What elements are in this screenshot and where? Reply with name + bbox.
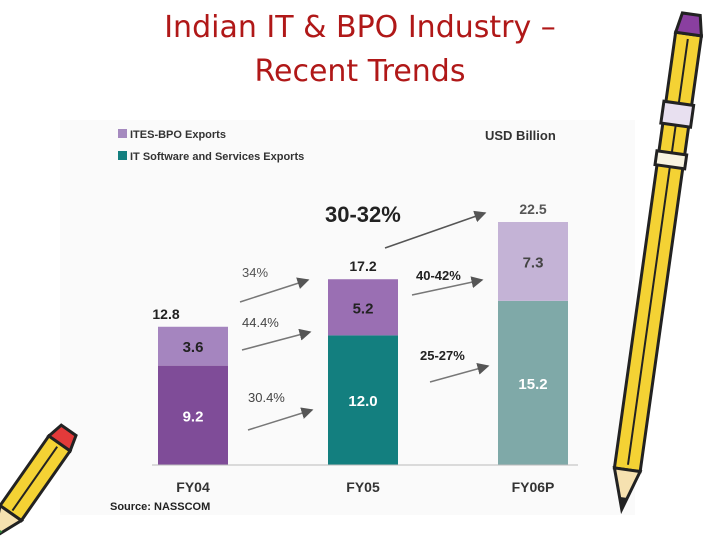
growth-label-bpo-fy05-fy06: 40-42% <box>416 268 461 283</box>
total-label-fy04: 12.8 <box>152 306 179 322</box>
data-label-bpo-fy04: 3.6 <box>183 339 204 356</box>
bars-group: 9.2 3.6 12.8 FY04 12.0 5.2 17.2 FY05 15.2 7.3 22.5… <box>152 201 578 495</box>
stacked-bar-chart: ITES-BPO Exports IT Software and Service… <box>110 128 578 513</box>
pencil-icon <box>612 11 704 515</box>
category-label-fy04: FY04 <box>176 479 210 495</box>
growth-arrow-total-fy04-fy05 <box>239 277 310 303</box>
chart-panel: ITES-BPO Exports IT Software and Service… <box>60 120 635 515</box>
category-label-fy06p: FY06P <box>512 479 555 495</box>
category-label-fy05: FY05 <box>346 479 380 495</box>
growth-arrow-it-fy04-fy05 <box>247 407 314 431</box>
growth-label-bpo-fy04-fy05: 44.4% <box>242 315 279 330</box>
data-label-it-fy05: 12.0 <box>348 393 377 410</box>
legend-swatch-bpo <box>118 129 127 138</box>
bar-segment-it-fy06p <box>498 300 568 465</box>
data-label-it-fy04: 9.2 <box>183 408 204 425</box>
source-note: Source: NASSCOM <box>110 501 210 513</box>
growth-arrow-it-fy05-fy06 <box>429 363 490 383</box>
legend-label-bpo: ITES-BPO Exports <box>130 129 226 141</box>
bar-segment-bpo-fy04 <box>158 326 228 366</box>
growth-arrow-bpo-fy05-fy06 <box>411 276 484 296</box>
unit-label: USD Billion <box>485 128 556 143</box>
legend-label-it: IT Software and Services Exports <box>130 151 304 163</box>
bar-segment-it-fy04 <box>158 365 228 465</box>
data-label-it-fy06p: 15.2 <box>518 376 547 393</box>
total-label-fy05: 17.2 <box>349 258 376 274</box>
growth-annotations: 30-32% 34% 44.4% 30.4% 40-42% 25-27% <box>239 202 490 431</box>
growth-arrow-bpo-fy04-fy05 <box>241 328 312 351</box>
bar-segment-bpo-fy06p <box>498 222 568 301</box>
growth-arrow-total-overall <box>384 210 487 249</box>
growth-label-total-fy04-fy05: 34% <box>242 265 268 280</box>
legend-swatch-it <box>118 151 127 160</box>
data-label-bpo-fy05: 5.2 <box>353 300 374 317</box>
title-line-2: Recent Trends <box>254 54 466 89</box>
title-line-1: Indian IT & BPO Industry – <box>164 10 556 45</box>
growth-label-it-fy04-fy05: 30.4% <box>248 390 285 405</box>
slide-title: Indian IT & BPO Industry – Recent Trends <box>70 6 650 94</box>
growth-label-total-overall: 30-32% <box>325 202 401 227</box>
total-label-fy06p: 22.5 <box>519 201 546 217</box>
data-label-bpo-fy06p: 7.3 <box>523 254 544 271</box>
pencil-icon <box>0 423 78 540</box>
bar-segment-bpo-fy05 <box>328 279 398 336</box>
bar-segment-it-fy05 <box>328 335 398 465</box>
growth-label-it-fy05-fy06: 25-27% <box>420 348 465 363</box>
